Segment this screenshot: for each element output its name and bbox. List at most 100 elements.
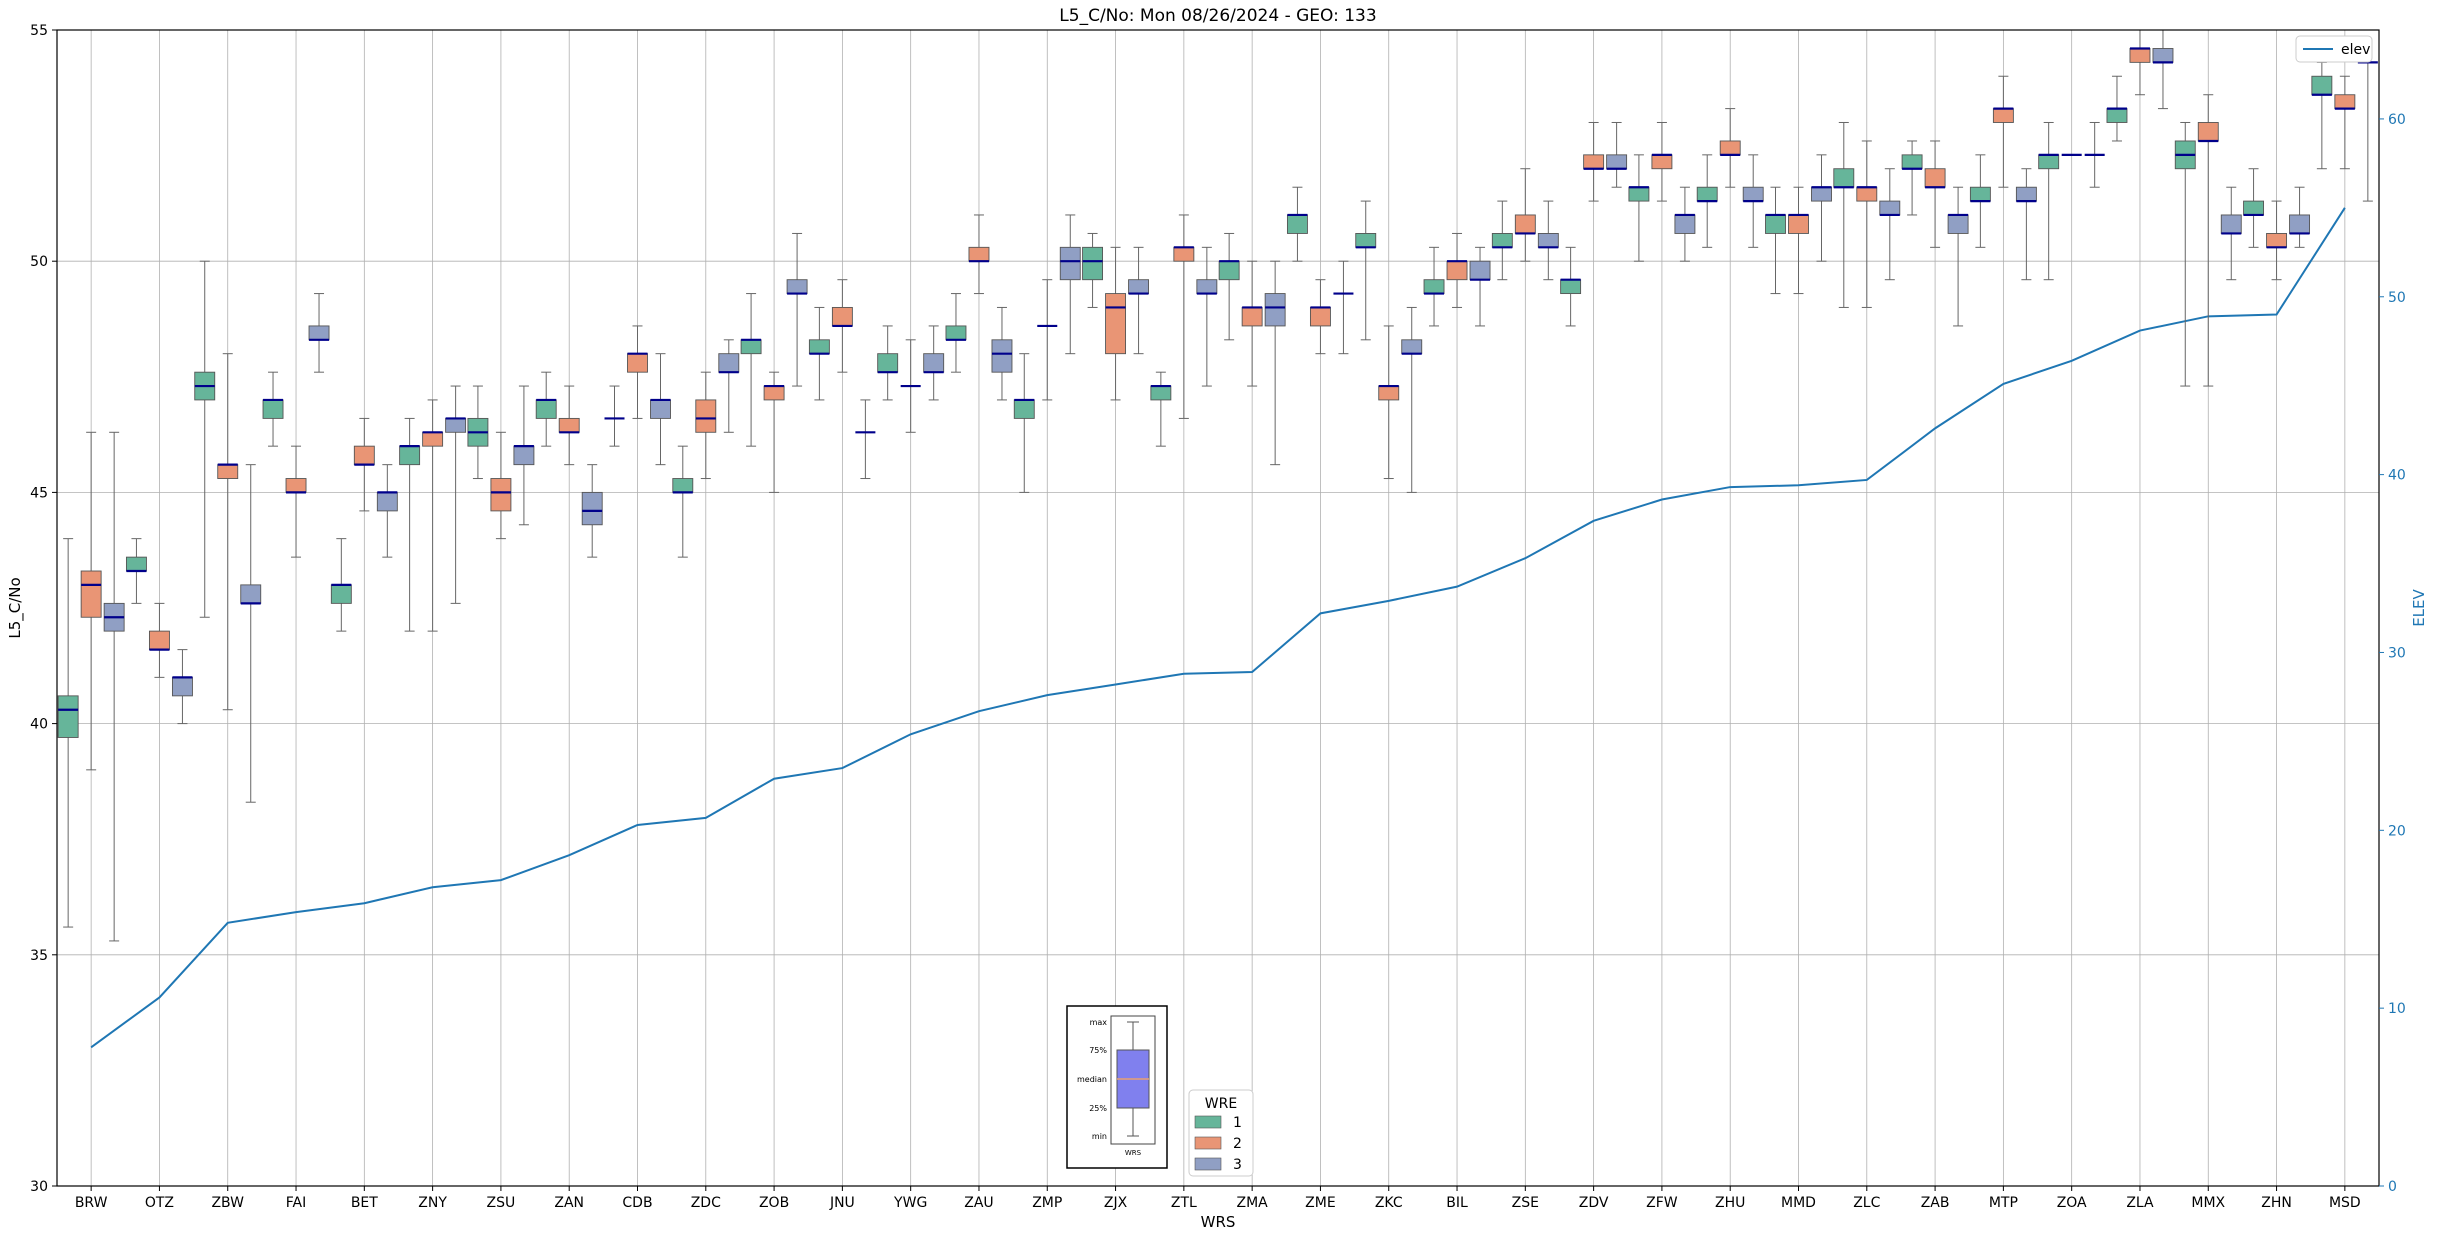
box-wre-2 — [1924, 168, 1946, 188]
box-wre-3 — [513, 445, 535, 466]
axis-layer: BRW OTZ ZBW FAI BET ZNY ZSU ZAN CDB ZDC ZOB JNU YWG Z… — [30, 23, 2406, 1211]
x-tick-label: ZHN — [2261, 1195, 2292, 1211]
inset-label-75: 75% — [1089, 1046, 1107, 1055]
x-tick-label: ZAU — [964, 1195, 993, 1211]
box-wre-2 — [1856, 186, 1878, 202]
wre-legend-title: WRE — [1205, 1096, 1237, 1112]
y2-tick-label: 0 — [2388, 1179, 2397, 1195]
box-wre-3 — [1196, 279, 1218, 295]
box-wre-2 — [285, 478, 307, 493]
box-wre-3 — [308, 325, 330, 341]
elev-line — [90, 207, 2346, 1049]
box-wre-3 — [718, 353, 740, 373]
box-wre-1 — [2038, 154, 2060, 170]
x-tick-label: ZME — [1305, 1195, 1336, 1211]
box-wre-3 — [171, 676, 193, 697]
box-wre-3 — [1537, 233, 1559, 248]
x-tick-label: ZBW — [211, 1195, 244, 1211]
y2-tick-label: 40 — [2388, 468, 2406, 484]
x-tick-label: MSD — [2329, 1195, 2361, 1211]
box-wre-2 — [353, 445, 375, 466]
x-tick-label: ZHU — [1715, 1195, 1745, 1211]
box-wre-2 — [1583, 154, 1605, 170]
box-wre-1 — [1696, 186, 1718, 202]
box-wre-3 — [1264, 293, 1286, 327]
inset-label-min: min — [1092, 1132, 1107, 1141]
box-wre-3 — [923, 353, 945, 373]
box-layer — [57, 29, 2378, 942]
box-wre-2 — [1651, 154, 1673, 170]
box-wre-3 — [1401, 339, 1423, 355]
elev-legend: elev — [2295, 35, 2373, 63]
x-tick-label: ZSE — [1512, 1195, 1539, 1211]
box-wre-2 — [968, 246, 990, 262]
inset-label-max: max — [1090, 1018, 1108, 1027]
x-tick-label: ZAB — [1921, 1195, 1950, 1211]
x-tick-label: ZOA — [2057, 1195, 2087, 1211]
box-wre-3 — [1606, 154, 1628, 170]
inset-label-25: 25% — [1089, 1104, 1107, 1113]
box-wre-2 — [558, 417, 580, 433]
box-wre-1 — [1628, 186, 1650, 202]
y2-tick-label: 50 — [2388, 290, 2406, 306]
elev-line-layer — [90, 207, 2346, 1049]
wre-legend-label: 1 — [1233, 1115, 1242, 1131]
box-wre-2 — [2197, 122, 2219, 142]
x-tick-label: MTP — [1989, 1195, 2018, 1211]
box-wre-2 — [1105, 293, 1127, 355]
x-tick-label: YWG — [893, 1195, 927, 1211]
y-tick-label: 50 — [30, 254, 48, 270]
box-wre-2 — [1446, 260, 1468, 281]
box-wre-1 — [1560, 279, 1582, 295]
box-wre-1 — [125, 556, 147, 572]
box-wre-1 — [57, 695, 79, 738]
box-wre-1 — [945, 325, 967, 341]
wre-legend-swatch — [1194, 1115, 1222, 1129]
box-wre-2 — [422, 431, 444, 447]
box-wre-1 — [808, 339, 830, 355]
box-wre-1 — [1218, 260, 1240, 281]
box-wre-1 — [1423, 279, 1445, 295]
wre-legend-label: 2 — [1233, 1136, 1242, 1152]
box-wre-3 — [1947, 214, 1969, 234]
elev-legend-label: elev — [2341, 42, 2370, 58]
chart-title: L5_C/No: Mon 08/26/2024 - GEO: 133 — [1059, 6, 1376, 26]
y-tick-label: 40 — [30, 717, 48, 733]
grid-layer — [57, 29, 2379, 1187]
box-wre-2 — [80, 570, 102, 618]
x-tick-label: BIL — [1446, 1195, 1468, 1211]
box-wre-1 — [1286, 214, 1308, 234]
x-tick-label: ZTL — [1171, 1195, 1197, 1211]
elev-legend-frame — [2295, 35, 2373, 63]
wre-legend-swatch — [1194, 1157, 1222, 1171]
y2-tick-label: 60 — [2388, 112, 2406, 128]
box-wre-2 — [148, 630, 170, 651]
inset-label-median: median — [1077, 1075, 1107, 1084]
box-wre-2 — [1719, 140, 1741, 156]
x-tick-label: OTZ — [145, 1195, 174, 1211]
box-wre-3 — [1128, 279, 1150, 295]
box-wre-2 — [1378, 385, 1400, 401]
x-tick-label: FAI — [286, 1195, 306, 1211]
box-wre-1 — [1833, 168, 1855, 188]
inset-caption: WRS — [1125, 1149, 1142, 1157]
box-wre-1 — [1082, 246, 1104, 281]
box-wre-3 — [2220, 214, 2242, 234]
y2-tick-label: 20 — [2388, 823, 2406, 839]
box-wre-1 — [1150, 385, 1172, 401]
x-tick-label: ZSU — [487, 1195, 516, 1211]
box-wre-2 — [490, 478, 512, 512]
wre-legend-entries: 1 2 3 — [1194, 1115, 1242, 1173]
x-tick-label: BET — [351, 1195, 378, 1211]
wre-legend-frame — [1188, 1089, 1254, 1177]
box-wre-2 — [1992, 108, 2014, 123]
box-wre-2 — [1788, 214, 1809, 234]
box-wre-1 — [2311, 75, 2333, 96]
box-wre-1 — [535, 399, 557, 419]
box-wre-3 — [991, 339, 1013, 373]
box-wre-1 — [1491, 233, 1513, 248]
box-wre-3 — [2152, 48, 2174, 63]
y2-tick-label: 30 — [2388, 645, 2406, 661]
